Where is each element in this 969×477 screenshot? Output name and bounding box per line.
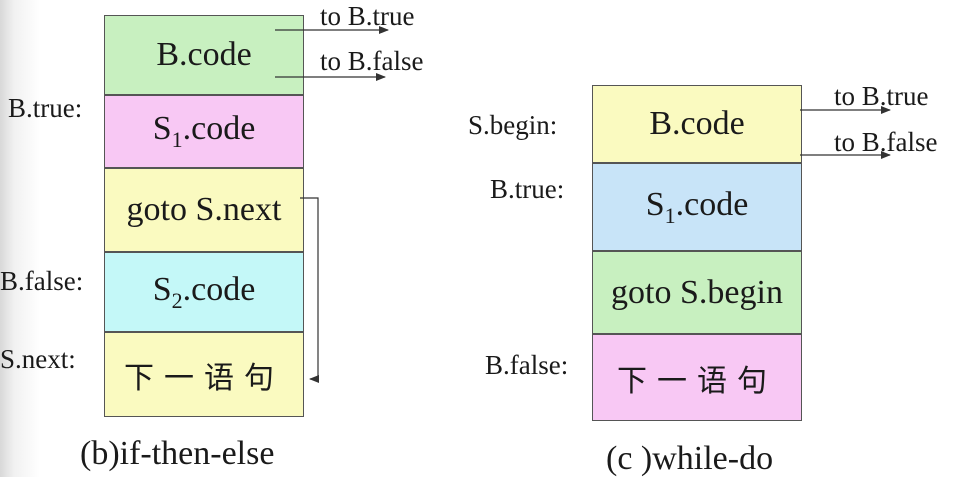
while-b-code-block: B.code	[592, 85, 802, 163]
if-caption: (b)if-then-else	[80, 435, 275, 472]
if-s2-code-text: S2.code	[152, 270, 256, 313]
if-s1-code-block: S1.code	[104, 95, 304, 168]
if-b-code-text: B.code	[156, 36, 252, 73]
while-next-stmt-text: 下一语句	[617, 363, 777, 399]
if-label-s-next: S.next:	[0, 344, 76, 374]
if-next-stmt-block: 下一语句	[104, 332, 304, 417]
if-s2-code-block: S2.code	[104, 252, 304, 332]
if-target-to-false: to B.false	[320, 46, 424, 76]
while-caption: (c )while-do	[606, 440, 774, 477]
while-goto-begin-text: goto S.begin	[611, 273, 783, 311]
while-label-s-begin: S.begin:	[468, 110, 558, 140]
while-goto-begin-block: goto S.begin	[592, 251, 802, 334]
if-arrow-goto-next	[300, 197, 319, 383]
while-label-b-false: B.false:	[485, 350, 569, 380]
while-b-code-text: B.code	[649, 105, 745, 142]
if-s1-code-text: S1.code	[152, 110, 256, 152]
if-label-b-true: B.true:	[8, 93, 83, 123]
while-s1-code-text: S1.code	[645, 185, 749, 228]
if-b-code-block: B.code	[104, 15, 304, 95]
if-goto-next-text: goto S.next	[126, 191, 282, 228]
while-next-stmt-block: 下一语句	[592, 334, 802, 421]
if-next-stmt-text: 下一语句	[124, 360, 284, 396]
if-target-to-true: to B.true	[320, 1, 415, 31]
while-label-b-true: B.true:	[490, 174, 565, 204]
while-s1-code-block: S1.code	[592, 163, 802, 251]
if-goto-next-block: goto S.next	[104, 168, 304, 252]
if-label-b-false: B.false:	[0, 266, 84, 296]
while-target-to-true: to B.true	[834, 81, 929, 111]
